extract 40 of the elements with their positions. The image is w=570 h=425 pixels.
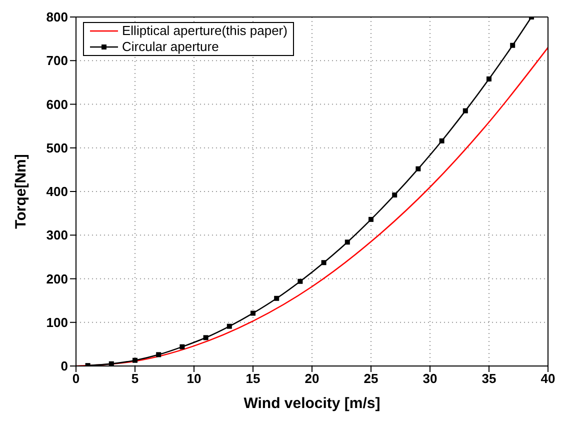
- y-tick-label: 100: [46, 314, 68, 330]
- y-tick-label: 200: [46, 271, 68, 286]
- x-tick-label: 25: [364, 371, 378, 386]
- point: [298, 278, 303, 284]
- x-tick-label: 15: [246, 371, 260, 386]
- x-tick-label: 20: [304, 371, 320, 386]
- point: [250, 310, 256, 316]
- x-axis-title: Wind velocity [m/s]: [244, 395, 380, 412]
- point: [392, 192, 398, 198]
- point: [274, 296, 280, 301]
- y-tick-label: 800: [46, 10, 68, 25]
- y-tick-label: 700: [46, 53, 68, 68]
- x-tick-label: 30: [422, 371, 438, 386]
- point: [486, 76, 492, 82]
- point: [156, 352, 162, 358]
- legend-label: Elliptical aperture(this paper): [122, 23, 288, 39]
- y-tick-label: 500: [46, 140, 68, 156]
- point: [321, 260, 326, 266]
- x-tick-label: 0: [72, 371, 80, 386]
- point: [344, 240, 350, 245]
- x-tick-label: 5: [131, 371, 139, 386]
- x-tick-label: 35: [482, 371, 496, 386]
- y-tick-label: 400: [46, 184, 68, 200]
- y-tick-label: 0: [60, 358, 68, 374]
- point: [439, 138, 444, 144]
- point: [108, 361, 114, 366]
- point: [368, 216, 374, 222]
- y-tick-label: 300: [46, 228, 68, 243]
- point: [132, 358, 138, 363]
- x-tick-label: 40: [540, 371, 556, 386]
- point: [203, 335, 208, 340]
- y-tick-label: 600: [46, 96, 68, 112]
- y-axis-title: Torqe[Nm]: [12, 154, 30, 229]
- point: [180, 344, 185, 350]
- x-tick-label: 10: [186, 371, 202, 386]
- point: [416, 166, 421, 172]
- legend-label: Circular aperture: [122, 39, 219, 55]
- point: [510, 42, 516, 48]
- point: [226, 324, 232, 329]
- point: [462, 108, 468, 114]
